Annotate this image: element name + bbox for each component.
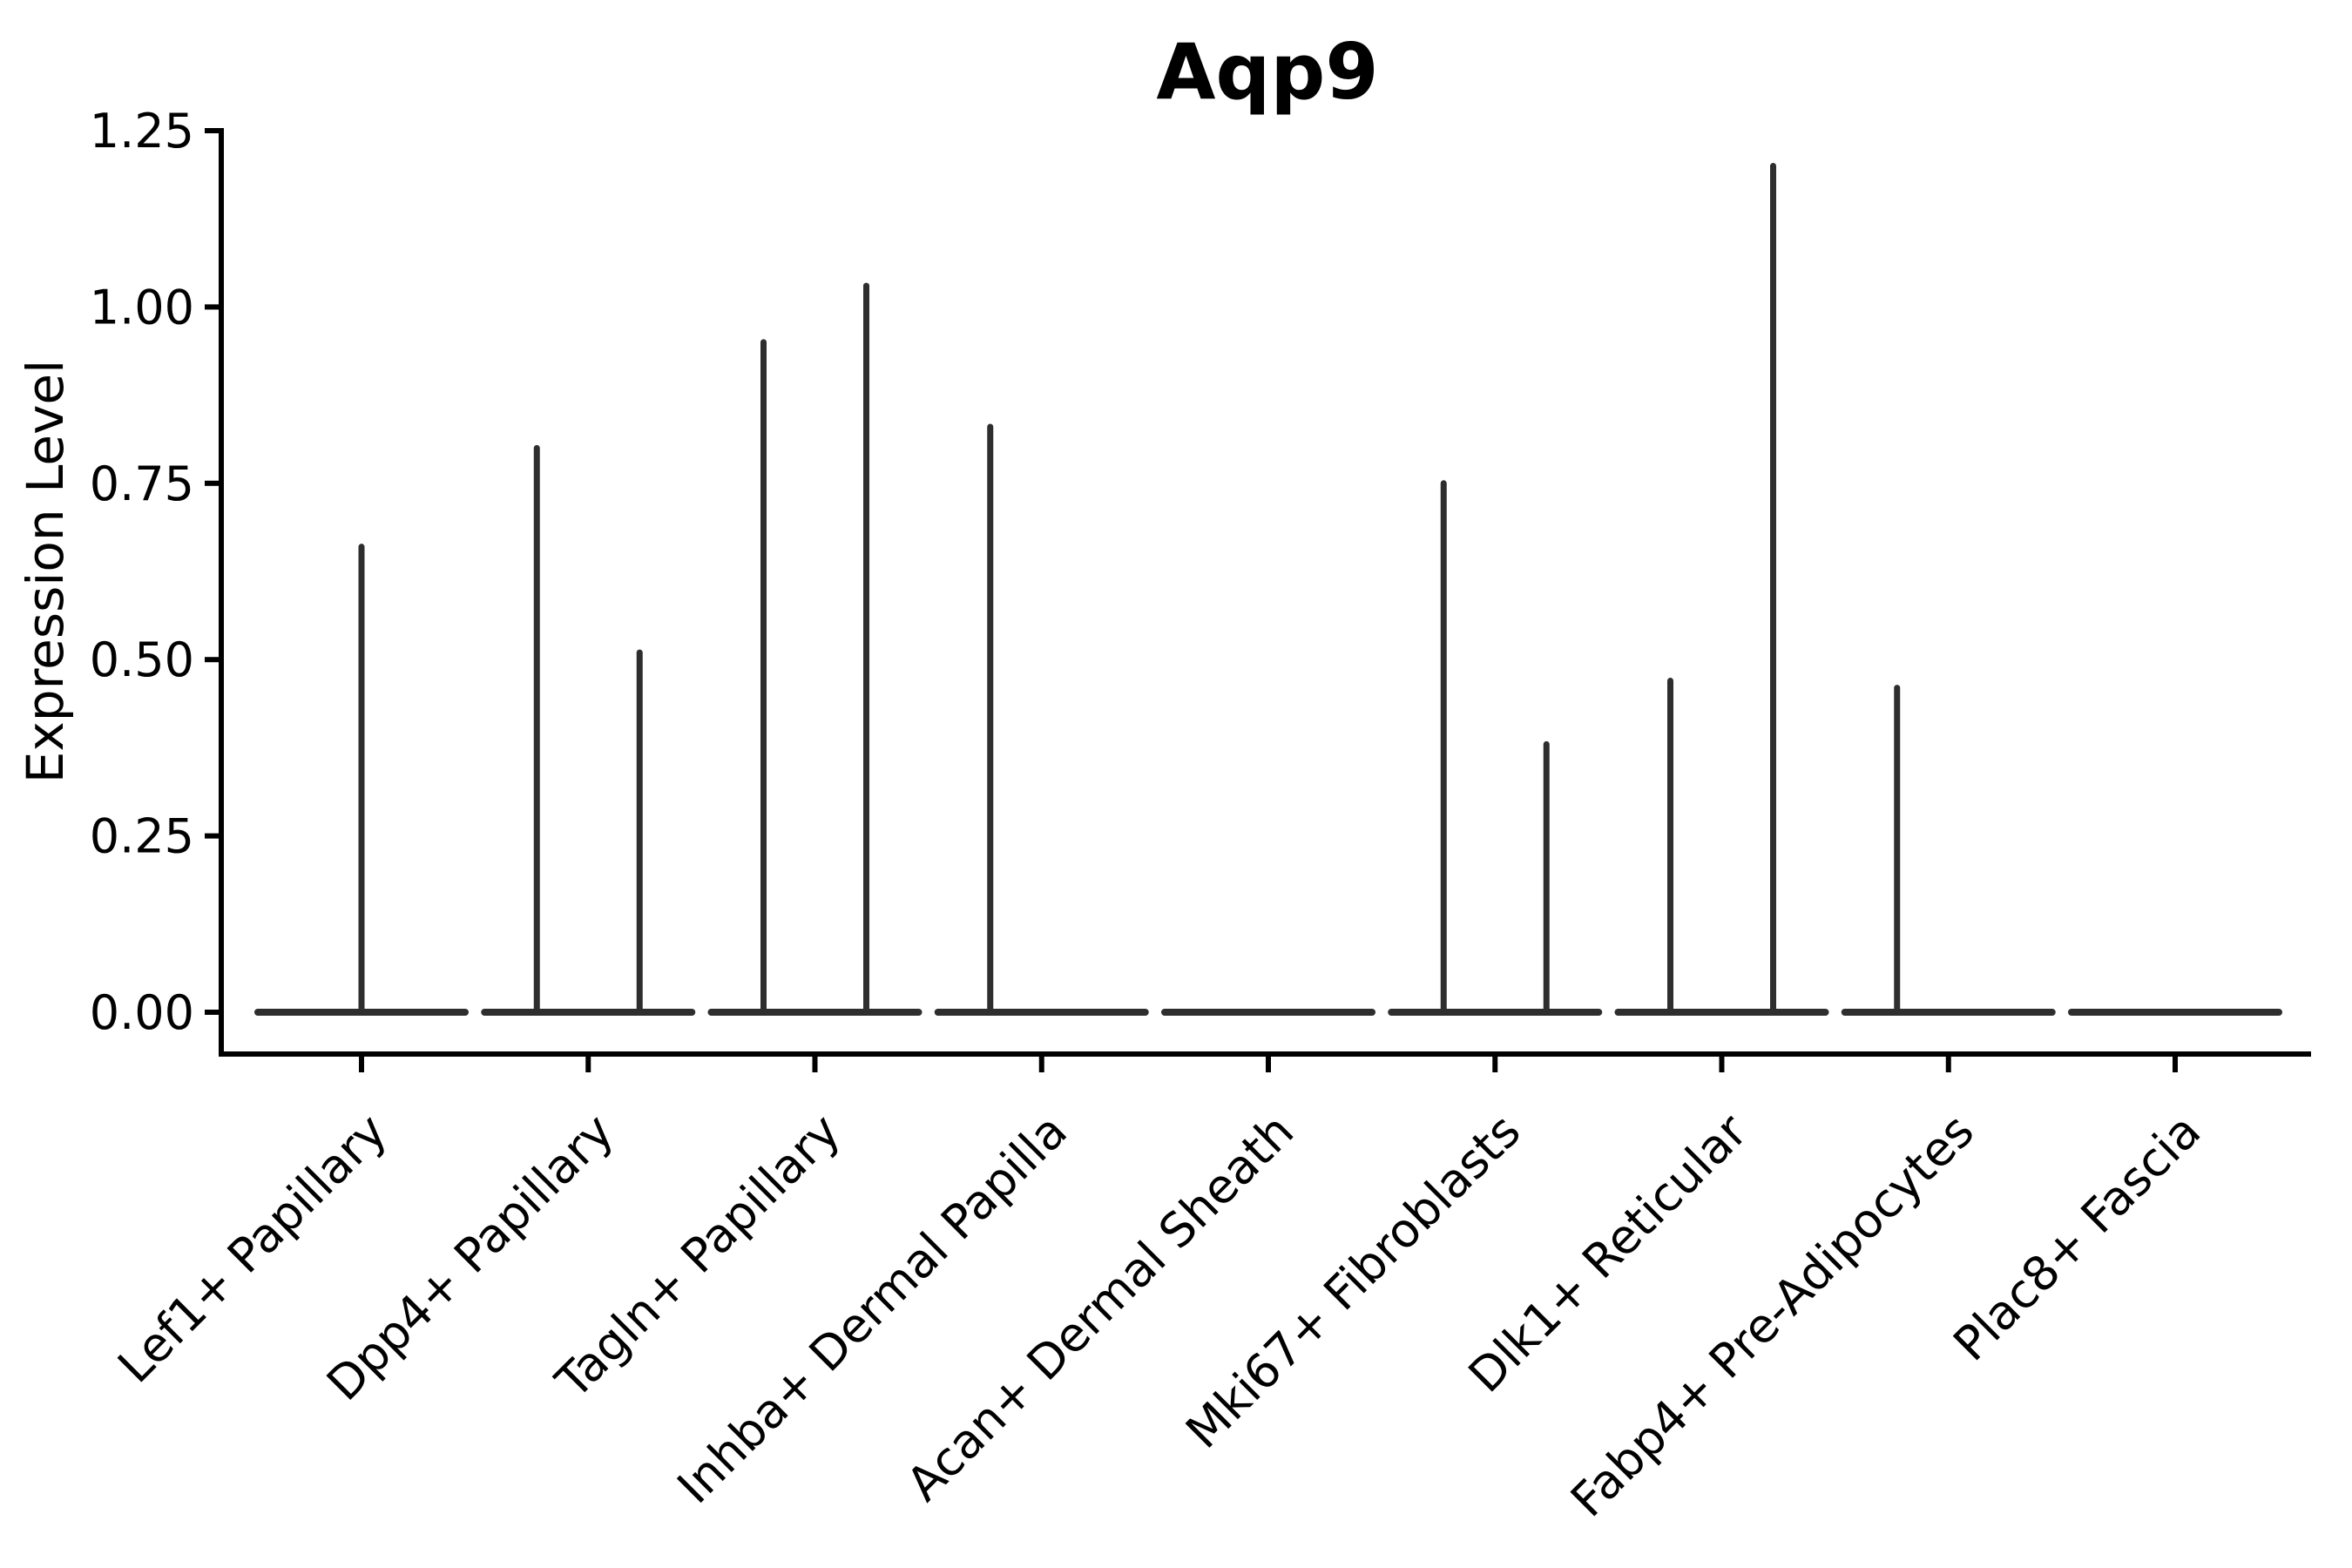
y-axis-tick-labels: 0.00 0.25 0.50 0.75 1.00 1.25 — [90, 104, 194, 1040]
y-tick-label: 0.50 — [90, 632, 194, 687]
violins — [254, 162, 2282, 1016]
y-tick-label: 1.25 — [90, 104, 194, 159]
y-axis-label: Expression Level — [16, 360, 75, 783]
x-tick-label: Plac8+ Fascia — [1943, 1104, 2211, 1372]
y-tick-label: 0.25 — [90, 809, 194, 864]
y-tick-label: 0.00 — [90, 985, 194, 1040]
axes — [205, 128, 2311, 1072]
x-tick-label: Inhba+ Dermal Papilla — [667, 1104, 1078, 1514]
y-tick-label: 1.00 — [90, 280, 194, 335]
x-tick-label: Fabp4+ Pre-Adipocytes — [1560, 1104, 1984, 1528]
x-tick-label: Acan+ Dermal Sheath — [896, 1104, 1304, 1511]
y-tick-label: 0.75 — [90, 456, 194, 511]
plot-title: Aqp9 — [1156, 27, 1378, 117]
